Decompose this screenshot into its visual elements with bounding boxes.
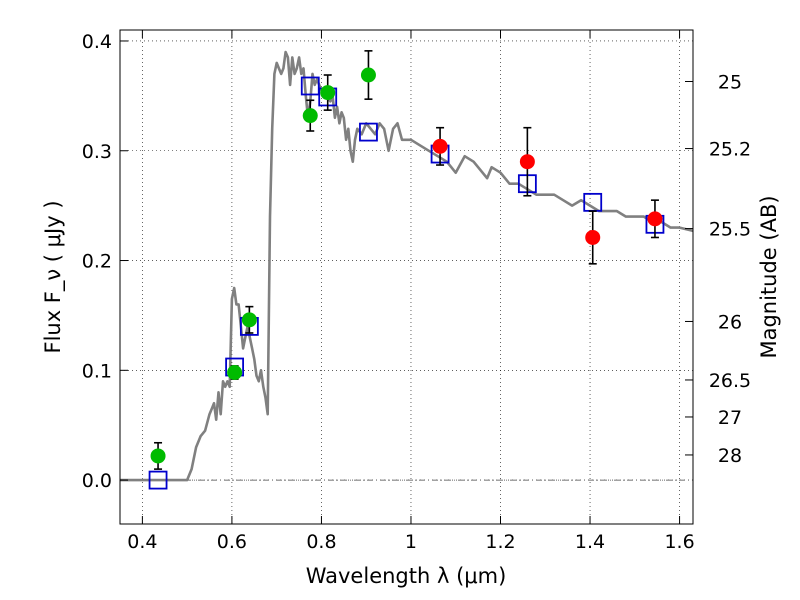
observed-photometry-point (320, 85, 336, 101)
y-tick-label: 0.0 (82, 470, 112, 492)
x-axis-label: Wavelength λ (μm) (306, 564, 507, 588)
x-tick-label: 0.6 (217, 531, 247, 553)
x-tick-label: 1.6 (664, 531, 694, 553)
observed-photometry-point (432, 138, 448, 154)
x-tick-label: 1 (405, 531, 417, 553)
magnitude-tick-label: 25.2 (709, 139, 751, 161)
observed-photometry-point (241, 312, 257, 328)
observed-photometry-point (150, 448, 166, 464)
data-series (120, 50, 694, 490)
y-tick-label: 0.1 (82, 360, 112, 382)
observed-photometry-point (647, 211, 663, 227)
model-photometry-point (359, 122, 378, 142)
magnitude-tick-label: 27 (718, 407, 742, 429)
y-tick-label: 0.4 (82, 31, 112, 53)
x-tick-label: 0.4 (127, 531, 157, 553)
plot-frame (119, 29, 694, 525)
magnitude-tick-label: 26.5 (709, 370, 751, 392)
observed-photometry-point (360, 67, 376, 83)
y-axis-label: Flux F_ν ( μJy ) (41, 200, 66, 353)
magnitude-tick-label: 25.5 (709, 219, 751, 241)
magnitude-tick-label: 28 (718, 445, 742, 467)
y-axis-ticks: 0.0 0.1 0.2 0.3 0.4 (82, 31, 128, 492)
observed-photometry-point (585, 229, 601, 245)
plot-area (120, 30, 693, 524)
x-axis-ticks: 0.4 0.6 0.8 1 1.2 1.4 1.6 (127, 30, 695, 553)
magnitude-tick-label: 26 (718, 311, 742, 333)
observed-photometry-point (302, 108, 318, 124)
x-tick-label: 1.4 (575, 531, 605, 553)
x-tick-label: 1.2 (485, 531, 515, 553)
model-photometry-point (300, 76, 320, 96)
observed-photometry-point (227, 365, 243, 381)
y-tick-label: 0.2 (82, 251, 112, 273)
x-tick-label: 0.8 (306, 531, 336, 553)
right-axis-label: Magnitude (AB) (757, 195, 781, 358)
magnitude-tick-label: 25 (718, 71, 742, 93)
y-tick-label: 0.3 (82, 141, 112, 163)
model-photometry-point (148, 470, 168, 490)
magnitude-axis-ticks: 25 25.2 25.5 26 26.5 27 28 (685, 71, 751, 467)
observed-photometry-point (519, 154, 535, 170)
